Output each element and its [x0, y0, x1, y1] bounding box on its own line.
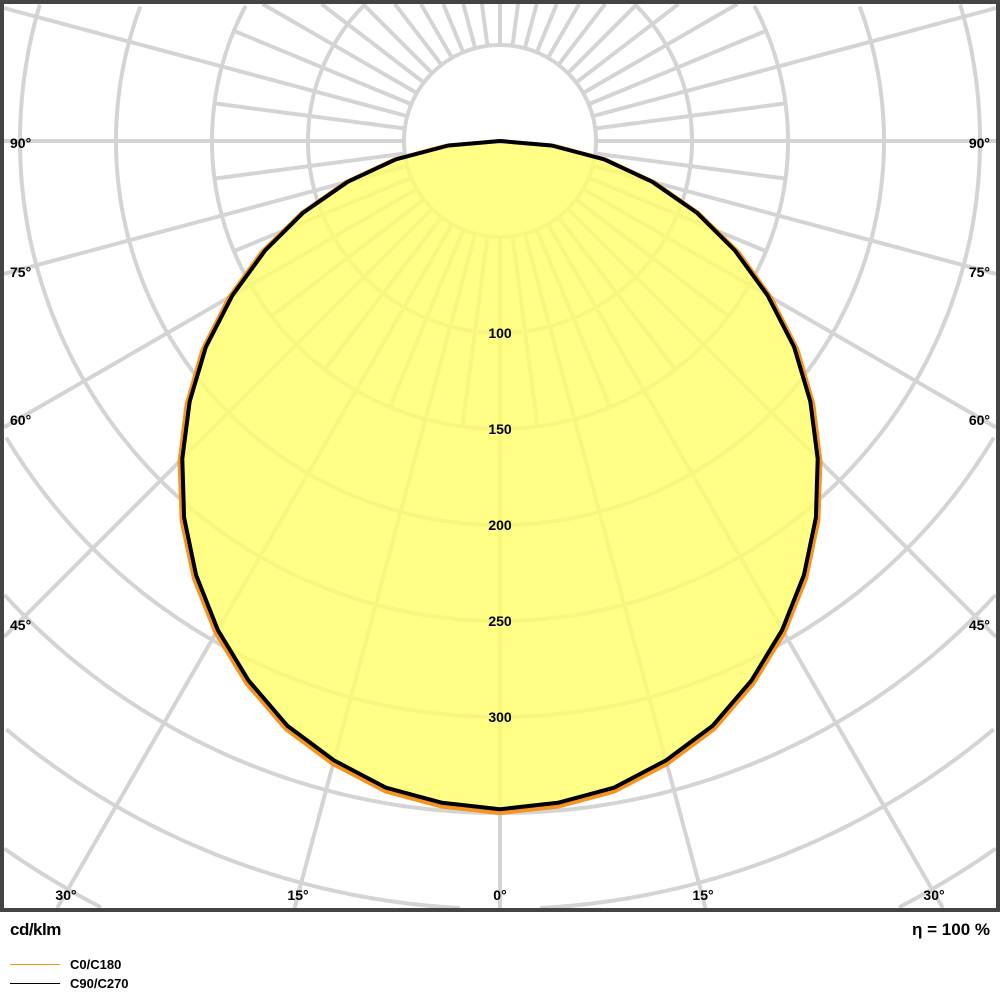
angle-label-bottom: 30° — [55, 887, 76, 903]
radial-tick-label: 150 — [488, 421, 512, 437]
grid-ring — [4, 593, 996, 815]
efficiency-label: η = 100 % — [912, 920, 990, 939]
angle-label-left: 75° — [10, 264, 31, 280]
grid-spoke — [4, 163, 408, 276]
grid-spoke — [566, 4, 639, 75]
grid-spoke — [510, 4, 521, 47]
legend-label: C90/C270 — [70, 976, 129, 991]
angle-label-left: 90° — [10, 135, 31, 151]
angle-label-right: 75° — [969, 264, 990, 280]
grid-spoke — [574, 4, 680, 85]
angle-label-right: 60° — [969, 412, 990, 428]
grid-spoke — [594, 151, 786, 181]
legend-swatch-c90 — [10, 983, 60, 984]
grid-spoke — [461, 4, 478, 49]
angle-label-right: 45° — [969, 617, 990, 633]
angle-label-bottom: 0° — [493, 887, 506, 903]
grid-spoke — [320, 4, 426, 85]
legend-swatch-c0 — [10, 964, 60, 965]
radial-tick-label: 100 — [488, 325, 512, 341]
grid-spoke — [393, 4, 444, 67]
grid-ring — [4, 847, 996, 908]
legend-label: C0/C180 — [70, 957, 122, 972]
grid-spoke — [441, 4, 466, 54]
angle-label-bottom: 15° — [287, 887, 308, 903]
grid-spoke — [419, 4, 454, 59]
radial-tick-label: 300 — [488, 709, 512, 725]
grid-spoke — [534, 4, 559, 54]
radial-tick-label: 250 — [488, 613, 512, 629]
grid-spoke — [556, 4, 607, 67]
grid-spoke — [479, 4, 490, 47]
unit-label: cd/klm — [10, 920, 61, 939]
angle-label-left: 60° — [10, 412, 31, 428]
grid-spoke — [214, 151, 406, 181]
angle-label-bottom: 30° — [923, 887, 944, 903]
radial-tick-label: 200 — [488, 517, 512, 533]
series-curve-c90-c270 — [180, 139, 820, 812]
grid-spoke — [592, 6, 996, 119]
grid-spoke — [592, 163, 996, 276]
grid-spoke — [546, 4, 581, 59]
grid-spoke — [361, 4, 434, 75]
legend-item-c90: C90/C270 — [10, 976, 129, 991]
grid-spoke — [582, 4, 739, 95]
grid-spoke — [587, 28, 767, 107]
grid-spoke — [4, 6, 408, 119]
grid-ring — [5, 727, 995, 908]
intensity-fill — [182, 141, 818, 810]
chart-frame — [0, 0, 1000, 912]
grid-spoke — [261, 4, 418, 95]
grid-spoke — [594, 101, 786, 131]
grid-spoke — [522, 4, 539, 49]
series-curve-c0-c180 — [177, 139, 823, 815]
axis-labels: 100 150 200 250 300 90° 90° 75° 75° 60° 60° 45° 45° 3… — [10, 135, 990, 903]
grid-spoke — [214, 101, 406, 131]
grid-spoke — [233, 28, 413, 107]
legend-item-c0: C0/C180 — [10, 957, 121, 972]
intensity-curves — [177, 139, 823, 815]
angle-label-left: 45° — [10, 617, 31, 633]
angle-label-right: 90° — [969, 135, 990, 151]
angle-label-bottom: 15° — [692, 887, 713, 903]
